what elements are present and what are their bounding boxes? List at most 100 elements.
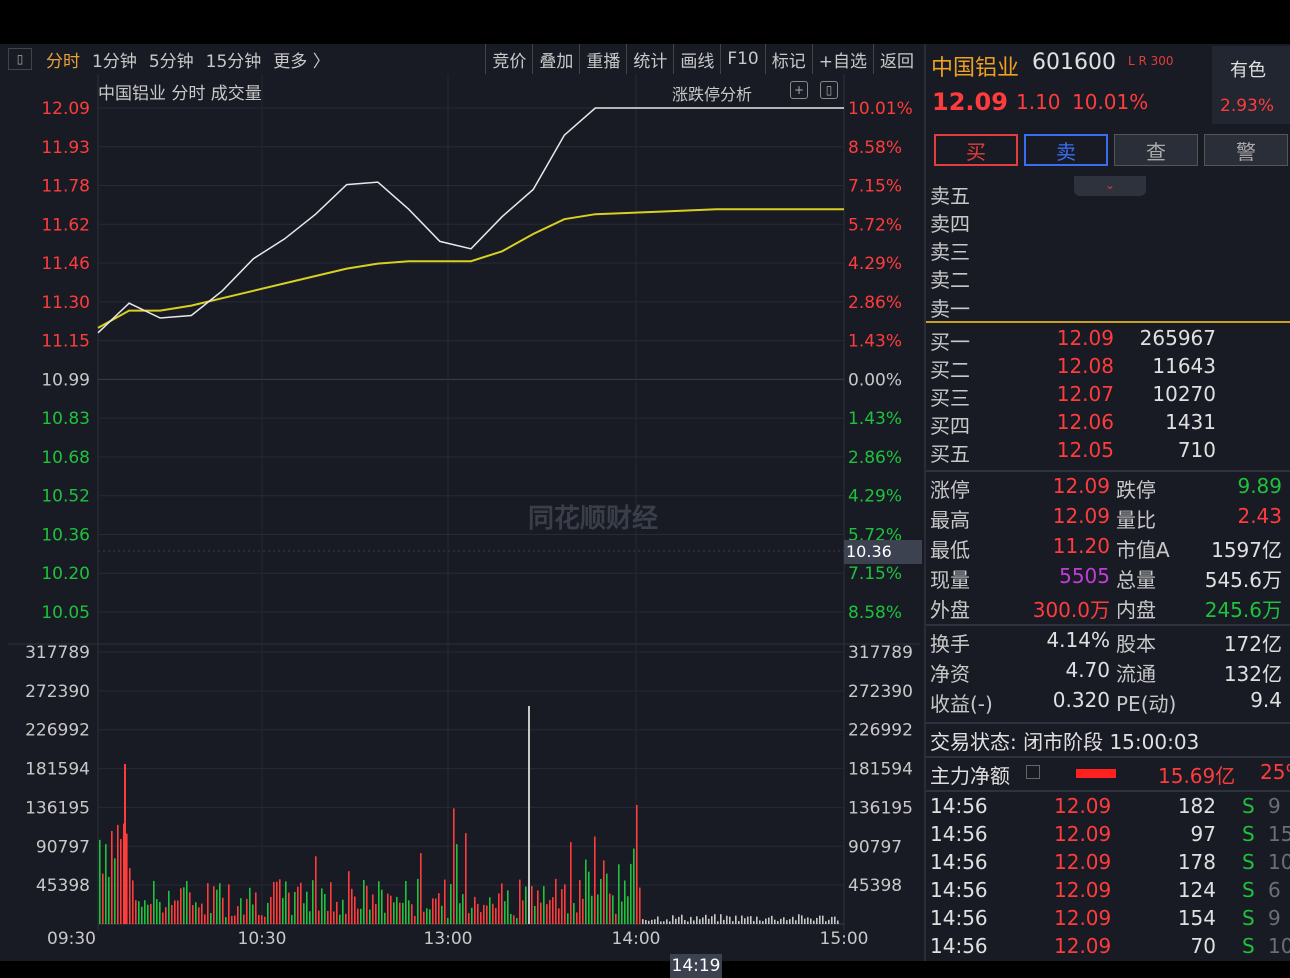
replay-button[interactable]: 重播 [579,44,626,74]
volume-bar [108,876,110,924]
f10-button[interactable]: F10 [720,44,764,74]
stock-code: 601600 [1032,50,1116,75]
volume-bar [693,920,695,924]
volume-bar [456,844,458,924]
volume-bar [747,916,749,924]
time-axis-label: 15:00 [820,929,869,949]
volume-bar [393,902,395,924]
buy-level-price: 12.06 [1056,410,1114,434]
volume-bar [543,886,545,924]
tab-5min[interactable]: 5分钟 [148,51,194,72]
volume-bar [165,907,167,924]
zoom-in-icon[interactable]: + [790,81,808,99]
expand-icon[interactable]: ▯ [820,81,838,99]
volume-bar [744,918,746,924]
pct-axis-label: 0.00% [848,370,902,390]
volume-bar [837,920,839,924]
stock-tags: L R 300 [1128,54,1174,68]
volume-bar [822,915,824,924]
volume-bar [216,889,218,924]
volume-bar [609,893,611,924]
volume-bar [459,903,461,924]
order-book-row: 买三 12.07 10270 [930,382,1290,410]
main-force-row[interactable]: 主力净额 15.69亿 25% [930,760,1290,788]
volume-bar [750,916,752,924]
volume-bar [477,903,479,924]
auction-button[interactable]: 竞价 [485,44,532,74]
volume-bar [306,891,308,924]
buy-level-label: 买三 [930,386,970,410]
volume-bar [324,894,326,924]
chart-background [8,74,920,961]
collapse-chevron-icon[interactable]: ⌄ [1074,176,1146,196]
buy-button[interactable]: 买 [934,134,1018,166]
volume-bar [801,915,803,924]
back-button[interactable]: 返回 [873,44,920,74]
sector-pct: 2.93% [1220,96,1275,116]
volume-axis-label: 136195 [848,798,913,818]
sector-box[interactable]: 有色 2.93% [1212,46,1290,124]
trade-actions: 买 卖 查 警 [934,134,1290,166]
buy-level-price: 12.07 [1056,382,1114,406]
stat-limit-down: 跌停 9.89 [1116,474,1282,502]
tab-1min[interactable]: 1分钟 [92,51,137,72]
mark-button[interactable]: 标记 [764,44,812,74]
volume-bar [555,878,557,924]
panel-toggle-icon[interactable]: ▯ [8,48,32,70]
overlay-button[interactable]: 叠加 [532,44,579,74]
add-watchlist-button[interactable]: +自选 [811,44,873,74]
section-divider [926,470,1290,472]
volume-bar [279,879,281,924]
query-button[interactable]: 查 [1114,134,1198,166]
price-axis-label: 10.52 [41,487,90,507]
volume-bar [225,917,227,924]
volume-bar [699,919,701,924]
volume-bar [687,921,689,924]
volume-axis-label: 181594 [848,760,913,780]
price-axis-label: 10.20 [41,564,90,584]
alert-button[interactable]: 警 [1204,134,1288,166]
trade-tick-row: 14:56 12.09 182 S 9 [930,794,1281,818]
tab-intraday[interactable]: 分时 [46,51,80,72]
volume-bar [408,900,410,924]
sell-level-label: 卖二 [930,268,970,292]
volume-bar [333,911,335,924]
volume-bar [465,833,467,924]
time-axis-label: 13:00 [424,929,473,949]
tab-more[interactable]: 更多 〉 [273,51,330,72]
crosshair-price-label: 10.36 [844,540,922,564]
info-icon[interactable] [1026,765,1040,779]
main-force-bar [1076,769,1116,778]
stats-button[interactable]: 统计 [626,44,673,74]
volume-bar [774,919,776,924]
volume-bar [318,910,320,924]
pct-axis-label: 7.15% [848,564,902,584]
draw-line-button[interactable]: 画线 [673,44,720,74]
volume-bar [783,917,785,924]
order-book-row: 买二 12.08 11643 [930,354,1290,382]
volume-bar [813,920,815,924]
limit-analysis-link[interactable]: 涨跌停分析 [672,85,753,104]
volume-bar [387,893,389,924]
volume-bar [735,915,737,924]
volume-bar [648,920,650,924]
volume-bar [576,912,578,924]
volume-bar [192,905,194,924]
volume-bar [288,892,290,924]
volume-bar [777,921,779,924]
section-divider [926,790,1290,792]
volume-bar [123,823,125,924]
sell-button[interactable]: 卖 [1024,134,1108,166]
price-axis-label: 11.93 [41,138,90,158]
volume-bar [426,908,428,924]
tab-15min[interactable]: 15分钟 [205,51,262,72]
volume-bar [432,898,434,924]
buy-level-price: 12.08 [1056,354,1114,378]
buy-level-volume: 1431 [1165,410,1216,434]
volume-bar [810,918,812,924]
pct-axis-label: 4.29% [848,254,902,274]
volume-bar [768,917,770,924]
volume-bar [264,916,266,924]
intraday-chart[interactable]: 12.09 10.01% 11.93 8.58% 11.78 7.15% 11.62 5.72… [8,74,922,978]
order-book-row: 买四 12.06 1431 [930,410,1290,438]
